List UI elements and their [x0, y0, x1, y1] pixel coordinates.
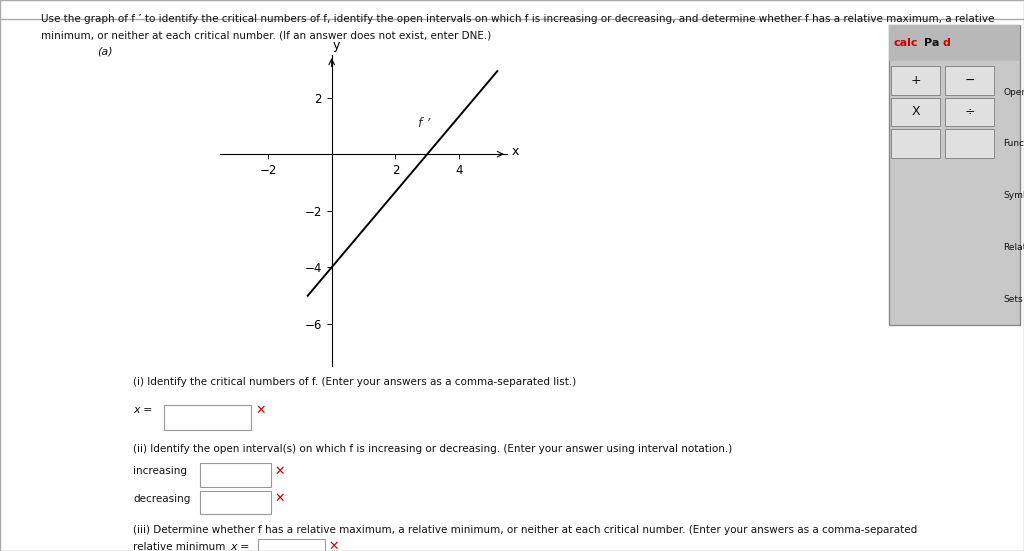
- Text: ✕: ✕: [255, 404, 265, 417]
- Text: Operations: Operations: [1004, 88, 1024, 96]
- Text: x =: x =: [133, 406, 153, 415]
- Text: f ’: f ’: [418, 116, 430, 129]
- Text: Symbols: Symbols: [1004, 191, 1024, 200]
- Text: (iii) Determine whether f has a relative maximum, a relative minimum, or neither: (iii) Determine whether f has a relative…: [133, 525, 918, 534]
- Text: ✕: ✕: [274, 464, 285, 478]
- Text: ✕: ✕: [274, 492, 285, 505]
- Text: X: X: [911, 105, 920, 118]
- Text: d: d: [942, 37, 950, 48]
- Text: Functions: Functions: [1004, 139, 1024, 148]
- Text: x =: x =: [230, 542, 250, 551]
- Text: Use the graph of f ’ to identify the critical numbers of f, identify the open in: Use the graph of f ’ to identify the cri…: [41, 14, 994, 24]
- Text: Pa: Pa: [924, 37, 939, 48]
- Text: y: y: [333, 39, 340, 52]
- Text: Relations: Relations: [1004, 243, 1024, 252]
- Text: (i) Identify the critical numbers of f. (Enter your answers as a comma-separated: (i) Identify the critical numbers of f. …: [133, 377, 577, 387]
- Text: (a): (a): [97, 47, 113, 57]
- Text: −: −: [965, 74, 975, 87]
- Text: x: x: [512, 145, 519, 158]
- Text: (ii) Identify the open interval(s) on which f is increasing or decreasing. (Ente: (ii) Identify the open interval(s) on wh…: [133, 444, 732, 453]
- Text: calc: calc: [894, 37, 919, 48]
- Text: increasing: increasing: [133, 466, 187, 476]
- Text: ✕: ✕: [329, 540, 339, 551]
- Text: decreasing: decreasing: [133, 494, 190, 504]
- Text: Sets: Sets: [1004, 295, 1023, 304]
- Text: minimum, or neither at each critical number. (If an answer does not exist, enter: minimum, or neither at each critical num…: [41, 30, 492, 40]
- Text: ÷: ÷: [965, 105, 975, 118]
- Text: relative minimum: relative minimum: [133, 542, 225, 551]
- Text: +: +: [910, 74, 921, 87]
